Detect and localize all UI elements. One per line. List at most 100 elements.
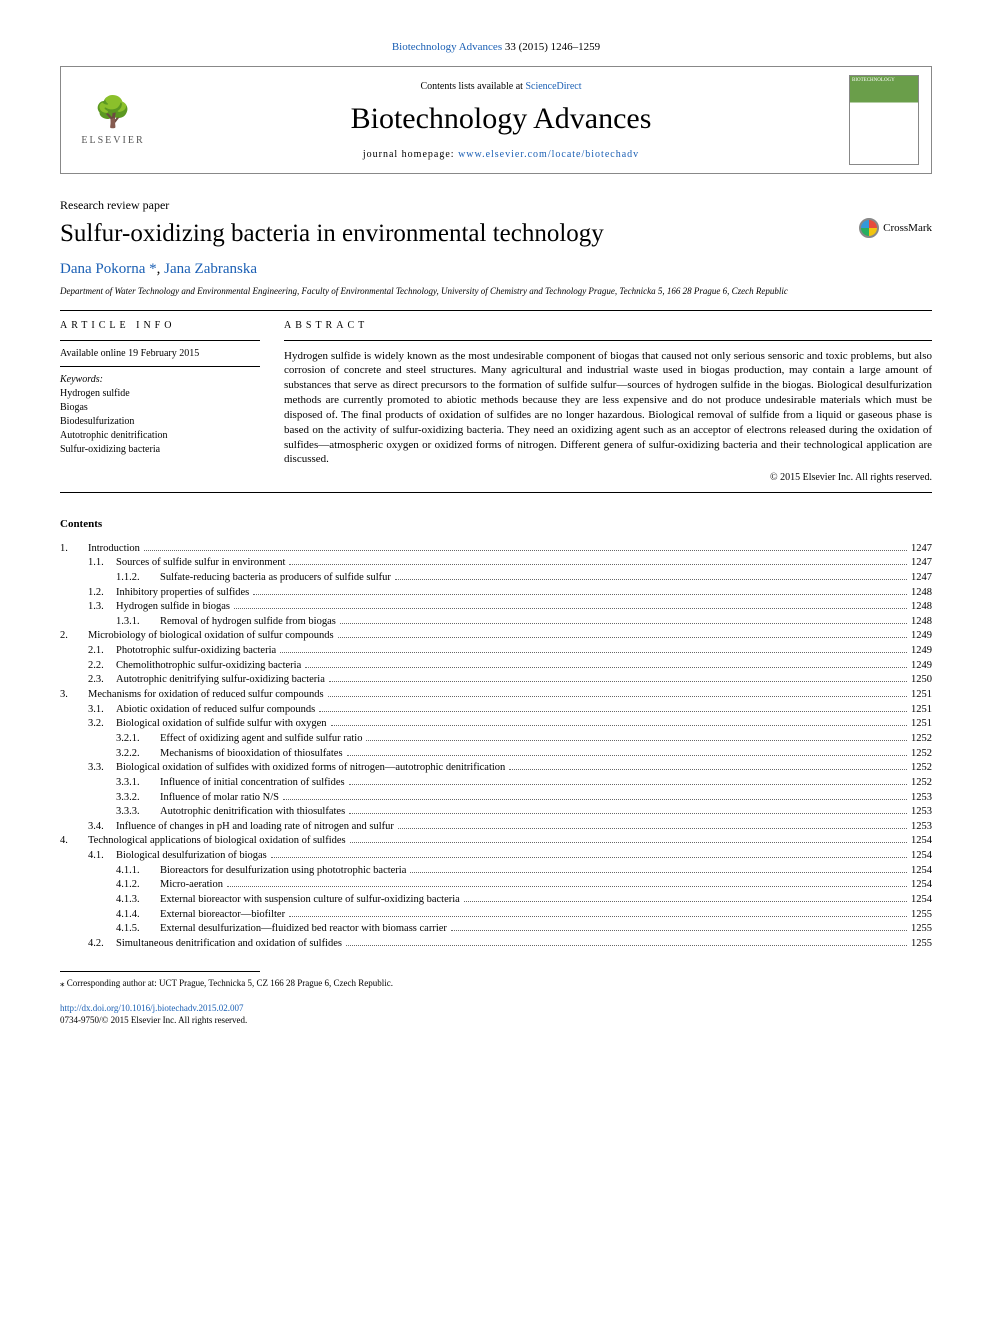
- toc-page: 1254: [911, 878, 932, 892]
- toc-number: 1.3.1.: [116, 615, 160, 629]
- toc-page: 1252: [911, 732, 932, 746]
- toc-page: 1253: [911, 805, 932, 819]
- toc-number: 1.2.: [88, 586, 116, 600]
- abstract-divider: [284, 340, 932, 341]
- toc-row[interactable]: 4.1.3.External bioreactor with suspensio…: [60, 893, 932, 907]
- footnote-separator: [60, 971, 260, 972]
- article-info-divider-2: [60, 366, 260, 367]
- toc-row[interactable]: 3.4.Influence of changes in pH and loadi…: [60, 820, 932, 834]
- toc-page: 1252: [911, 747, 932, 761]
- toc-title: Influence of changes in pH and loading r…: [116, 820, 394, 834]
- toc-row[interactable]: 1.1.Sources of sulfide sulfur in environ…: [60, 556, 932, 570]
- keyword-item: Biogas: [60, 401, 260, 414]
- toc-page: 1254: [911, 893, 932, 907]
- toc-page: 1249: [911, 644, 932, 658]
- toc-row[interactable]: 4.1.1.Bioreactors for desulfurization us…: [60, 864, 932, 878]
- toc-number: 4.1.: [88, 849, 116, 863]
- toc-dots: [328, 696, 907, 697]
- toc-row[interactable]: 3.2.1.Effect of oxidizing agent and sulf…: [60, 732, 932, 746]
- toc-title: Micro-aeration: [160, 878, 223, 892]
- toc-dots: [349, 813, 907, 814]
- author-2[interactable]: Jana Zabranska: [164, 261, 257, 277]
- toc-row[interactable]: 3.2.Biological oxidation of sulfide sulf…: [60, 717, 932, 731]
- toc-page: 1254: [911, 834, 932, 848]
- toc-title: External desulfurization—fluidized bed r…: [160, 922, 447, 936]
- toc-dots: [395, 579, 907, 580]
- toc-row[interactable]: 1.Introduction1247: [60, 542, 932, 556]
- toc-dots: [280, 652, 907, 653]
- toc-row[interactable]: 3.3.3.Autotrophic denitrification with t…: [60, 805, 932, 819]
- toc-title: Simultaneous denitrification and oxidati…: [116, 937, 342, 951]
- toc-title: Bioreactors for desulfurization using ph…: [160, 864, 406, 878]
- toc-row[interactable]: 2.2.Chemolithotrophic sulfur-oxidizing b…: [60, 659, 932, 673]
- toc-row[interactable]: 3.2.2.Mechanisms of biooxidation of thio…: [60, 747, 932, 761]
- toc-row[interactable]: 2.1.Phototrophic sulfur-oxidizing bacter…: [60, 644, 932, 658]
- toc-title: Sulfate-reducing bacteria as producers o…: [160, 571, 391, 585]
- toc-dots: [331, 725, 907, 726]
- toc-row[interactable]: 4.2.Simultaneous denitrification and oxi…: [60, 937, 932, 951]
- doi-link[interactable]: http://dx.doi.org/10.1016/j.biotechadv.2…: [60, 1003, 244, 1013]
- toc-row[interactable]: 3.3.1.Influence of initial concentration…: [60, 776, 932, 790]
- divider-bottom: [60, 492, 932, 493]
- contents-heading: Contents: [60, 517, 932, 531]
- toc-row[interactable]: 4.1.4.External bioreactor—biofilter1255: [60, 908, 932, 922]
- toc-row[interactable]: 4.1.5.External desulfurization—fluidized…: [60, 922, 932, 936]
- toc-row[interactable]: 4.Technological applications of biologic…: [60, 834, 932, 848]
- toc-title: Microbiology of biological oxidation of …: [88, 629, 334, 643]
- toc-dots: [283, 799, 907, 800]
- toc-title: Removal of hydrogen sulfide from biogas: [160, 615, 336, 629]
- toc-number: 3.2.1.: [116, 732, 160, 746]
- toc-title: Autotrophic denitrifying sulfur-oxidizin…: [116, 673, 325, 687]
- toc-row[interactable]: 4.1.2.Micro-aeration1254: [60, 878, 932, 892]
- crossmark-icon: [859, 218, 879, 238]
- toc-row[interactable]: 2.Microbiology of biological oxidation o…: [60, 629, 932, 643]
- toc-page: 1254: [911, 849, 932, 863]
- toc-number: 3.4.: [88, 820, 116, 834]
- corresponding-marker[interactable]: *: [149, 261, 157, 277]
- elsevier-tree-icon: 🌳: [94, 93, 131, 132]
- homepage-link[interactable]: www.elsevier.com/locate/biotechadv: [458, 149, 639, 160]
- toc-number: 1.1.: [88, 556, 116, 570]
- journal-name: Biotechnology Advances: [153, 99, 849, 138]
- article-info-col: article info Available online 19 Februar…: [60, 319, 260, 485]
- toc-dots: [319, 711, 907, 712]
- toc-number: 3.3.: [88, 761, 116, 775]
- toc-row[interactable]: 1.3.1.Removal of hydrogen sulfide from b…: [60, 615, 932, 629]
- crossmark-badge[interactable]: CrossMark: [859, 218, 932, 238]
- journal-homepage-line: journal homepage: www.elsevier.com/locat…: [153, 148, 849, 161]
- toc-dots: [227, 886, 907, 887]
- toc-dots: [347, 755, 907, 756]
- toc-title: Phototrophic sulfur-oxidizing bacteria: [116, 644, 276, 658]
- toc-row[interactable]: 3.3.2.Influence of molar ratio N/S1253: [60, 791, 932, 805]
- footer-block: http://dx.doi.org/10.1016/j.biotechadv.2…: [60, 1003, 932, 1026]
- affiliation: Department of Water Technology and Envir…: [60, 286, 932, 298]
- toc-dots: [464, 901, 907, 902]
- toc-row[interactable]: 3.3.Biological oxidation of sulfides wit…: [60, 761, 932, 775]
- toc-title: Inhibitory properties of sulfides: [116, 586, 249, 600]
- toc-dots: [338, 637, 907, 638]
- toc-row[interactable]: 3.Mechanisms for oxidation of reduced su…: [60, 688, 932, 702]
- toc-row[interactable]: 1.2.Inhibitory properties of sulfides124…: [60, 586, 932, 600]
- toc-number: 1.3.: [88, 600, 116, 614]
- toc-title: External bioreactor with suspension cult…: [160, 893, 460, 907]
- toc-row[interactable]: 4.1.Biological desulfurization of biogas…: [60, 849, 932, 863]
- toc-row[interactable]: 1.3.Hydrogen sulfide in biogas1248: [60, 600, 932, 614]
- toc-row[interactable]: 1.1.2.Sulfate-reducing bacteria as produ…: [60, 571, 932, 585]
- homepage-label: journal homepage:: [363, 149, 458, 160]
- toc-row[interactable]: 2.3.Autotrophic denitrifying sulfur-oxid…: [60, 673, 932, 687]
- publisher-logo: 🌳 ELSEVIER: [73, 80, 153, 160]
- toc-page: 1251: [911, 703, 932, 717]
- sciencedirect-link[interactable]: ScienceDirect: [525, 81, 581, 92]
- toc-title: Biological oxidation of sulfides with ox…: [116, 761, 505, 775]
- toc-number: 3.3.1.: [116, 776, 160, 790]
- toc-page: 1247: [911, 571, 932, 585]
- citation-journal-link[interactable]: Biotechnology Advances: [392, 41, 502, 53]
- toc-dots: [451, 930, 907, 931]
- toc-row[interactable]: 3.1.Abiotic oxidation of reduced sulfur …: [60, 703, 932, 717]
- toc-number: 2.1.: [88, 644, 116, 658]
- author-1[interactable]: Dana Pokorna: [60, 261, 145, 277]
- abstract-col: abstract Hydrogen sulfide is widely know…: [284, 319, 932, 485]
- toc-page: 1249: [911, 629, 932, 643]
- paper-title: Sulfur-oxidizing bacteria in environment…: [60, 218, 859, 251]
- toc-dots: [340, 623, 907, 624]
